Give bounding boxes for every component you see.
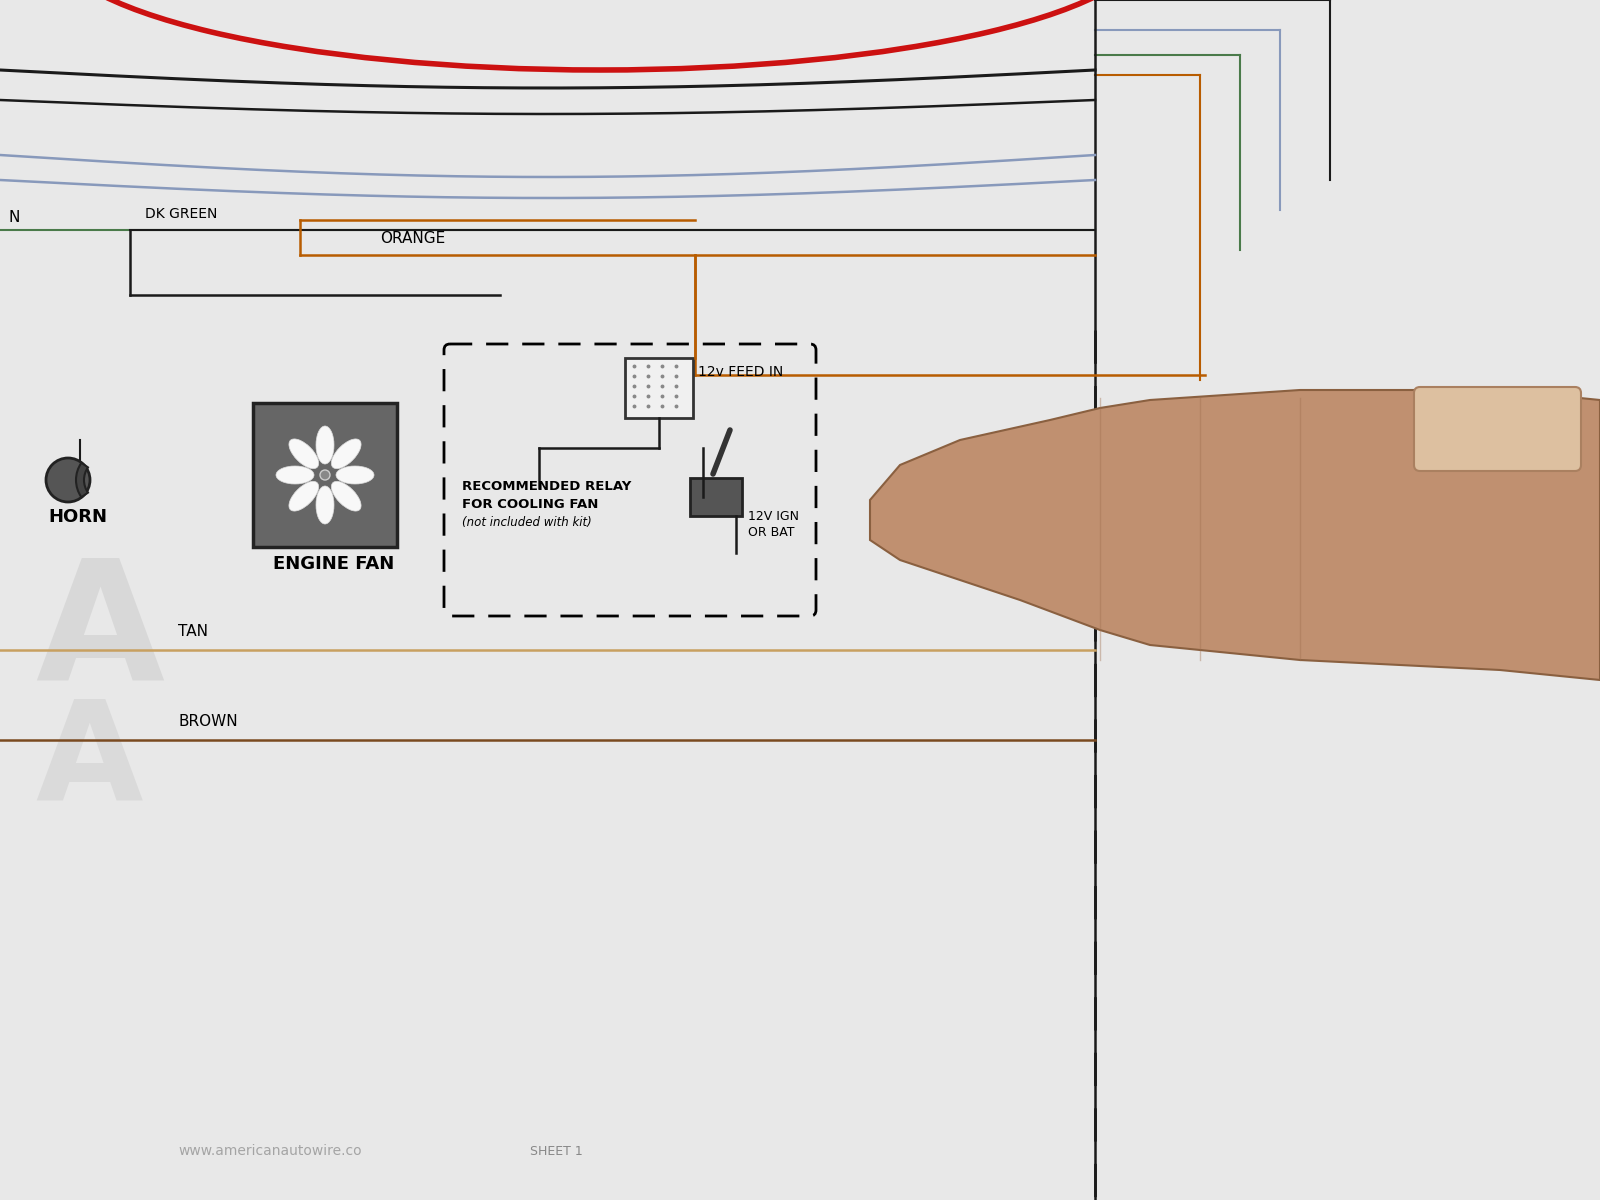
Bar [626, 358, 693, 418]
Text: (not included with kit): (not included with kit) [462, 516, 592, 529]
Ellipse shape [317, 486, 334, 524]
Text: TAN: TAN [178, 624, 208, 638]
Text: 12v FEED IN: 12v FEED IN [698, 365, 784, 379]
Text: A: A [35, 694, 142, 829]
Text: www.americanautowire.co: www.americanautowire.co [178, 1144, 362, 1158]
Text: A: A [35, 552, 165, 715]
Text: ORANGE: ORANGE [381, 230, 445, 246]
Ellipse shape [290, 439, 318, 469]
Circle shape [46, 458, 90, 502]
Text: FOR COOLING FAN: FOR COOLING FAN [462, 498, 598, 511]
Ellipse shape [290, 481, 318, 511]
Ellipse shape [331, 481, 362, 511]
Ellipse shape [336, 466, 374, 484]
Text: HORN: HORN [48, 508, 107, 526]
Text: OR BAT: OR BAT [749, 526, 795, 539]
FancyBboxPatch shape [1414, 386, 1581, 470]
Text: DK GREEN: DK GREEN [146, 206, 218, 221]
Text: SHEET 1: SHEET 1 [530, 1145, 582, 1158]
Bar [253, 403, 397, 547]
Circle shape [320, 470, 330, 480]
Text: N: N [8, 210, 19, 226]
Text: ENGINE FAN: ENGINE FAN [274, 554, 394, 572]
Wedge shape [77, 463, 88, 497]
Ellipse shape [277, 466, 314, 484]
Text: RECOMMENDED RELAY: RECOMMENDED RELAY [462, 480, 632, 493]
Text: BROWN: BROWN [178, 714, 238, 728]
Ellipse shape [317, 426, 334, 464]
Polygon shape [870, 390, 1600, 680]
Text: 12V IGN: 12V IGN [749, 510, 798, 523]
Bar [690, 478, 742, 516]
Ellipse shape [331, 439, 362, 469]
